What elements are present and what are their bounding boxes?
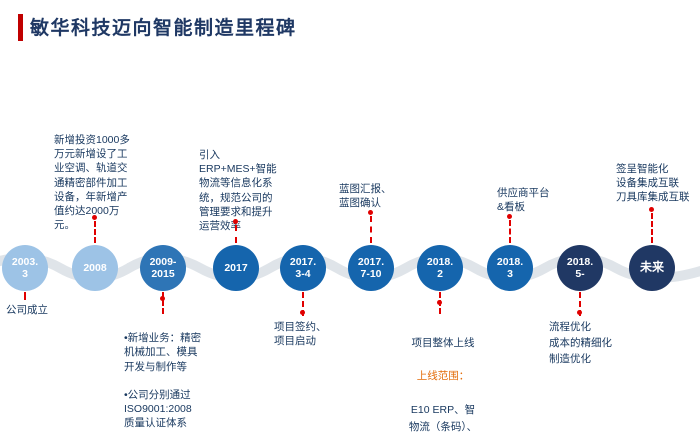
annotation-supplier-platform: 供应商平台 &看板: [497, 187, 550, 214]
connector-dot-2018-3: [507, 214, 512, 219]
timeline-node-2009-2015: 2009- 2015: [140, 245, 186, 291]
timeline-node-2018-3: 2018. 3: [487, 245, 533, 291]
annotation-golive-title: 项目整体上线: [411, 336, 475, 349]
annotation-blueprint: 蓝图汇报、 蓝图确认: [339, 183, 392, 210]
connector-dot-future: [649, 207, 654, 212]
connector-dot-2018-2: [437, 300, 442, 305]
annotation-signing: 项目签约、 项目启动: [274, 321, 327, 348]
page-title: 敏华科技迈向智能制造里程碑: [30, 18, 297, 39]
connector-2017-3-4: [302, 292, 304, 316]
connector-dot-2018-5: [577, 310, 582, 315]
annotation-erp-2017: 引入ERP+MES+智能物流等信息化系统，规范公司的管理要求和提升运营效率: [199, 149, 277, 232]
annotation-optimize: 流程优化 成本的精细化 制造优化: [549, 321, 612, 365]
connector-2003-3: [24, 292, 26, 300]
timeline-node-2017-7-10: 2017. 7-10: [348, 245, 394, 291]
annotation-invest-2008: 新增投资1000多万元新增设了工业空调、轨道交通精密部件加工设备，年新增产值约达…: [54, 134, 130, 232]
connector-2017: [235, 225, 237, 243]
connector-2018-5: [579, 292, 581, 316]
connector-2008: [94, 221, 96, 243]
connector-dot-2017-3-4: [300, 310, 305, 315]
timeline-node-2017: 2017: [213, 245, 259, 291]
timeline-node-2003-3: 2003. 3: [2, 245, 48, 291]
connector-2017-7-10: [370, 216, 372, 243]
annotation-new-business: •新增业务：精密机械加工、模具开发与制作等 •公司分别通过ISO9001:200…: [124, 317, 202, 436]
connector-2009-2015: [162, 292, 164, 314]
annotation-new-business-item2: •公司分别通过ISO9001:2008质量认证体系: [124, 388, 192, 430]
timeline-node-future: 未来: [629, 245, 675, 291]
connector-dot-2017: [233, 219, 238, 224]
connector-dot-2017-7-10: [368, 210, 373, 215]
annotation-founded: 公司成立: [6, 304, 48, 316]
annotation-future: 签呈智能化 设备集成互联 刀具库集成互联: [616, 163, 690, 204]
connector-2018-3: [509, 220, 511, 243]
timeline-node-2008: 2008: [72, 245, 118, 291]
timeline-node-2017-3-4: 2017. 3-4: [280, 245, 326, 291]
annotation-golive-scope-label: 上线范围：: [416, 370, 470, 383]
title-accent-bar: [18, 14, 23, 41]
connector-future: [651, 213, 653, 243]
annotation-new-business-item1: •新增业务：精密机械加工、模具开发与制作等: [124, 332, 202, 373]
connector-dot-2008: [92, 215, 97, 220]
timeline-node-2018-2: 2018. 2: [417, 245, 463, 291]
annotation-golive: 项目整体上线 上线范围： E10 ERP、智 物流（条码）、 SMES: [398, 318, 488, 436]
annotation-golive-scope: E10 ERP、智 物流（条码）、 SMES: [408, 403, 478, 433]
timeline-node-2018-5: 2018. 5-: [557, 245, 603, 291]
